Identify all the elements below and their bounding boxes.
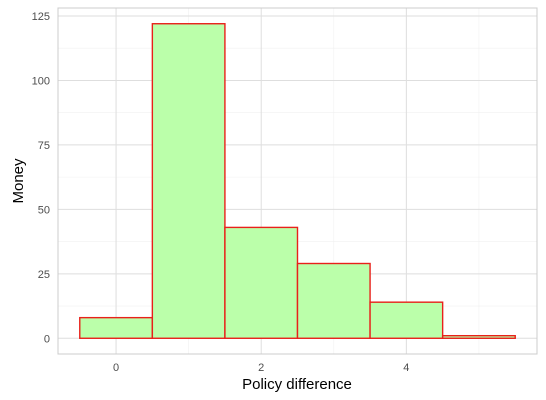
- y-tick-label: 50: [38, 204, 50, 216]
- histogram-bar: [441, 334, 516, 339]
- y-tick-label: 0: [44, 333, 50, 345]
- y-tick-label: 25: [38, 269, 50, 281]
- y-tick-label: 100: [32, 75, 50, 87]
- y-axis-title: Money: [10, 158, 27, 204]
- bars: [79, 23, 516, 339]
- panel-border: [57, 7, 538, 355]
- histogram-bar: [79, 316, 154, 339]
- y-tick-label: 75: [38, 140, 50, 152]
- histogram-bar: [151, 23, 226, 339]
- x-tick-label: 4: [403, 362, 409, 374]
- x-tick-label: 0: [113, 362, 119, 374]
- y-tick-label: 125: [32, 11, 50, 23]
- histogram-bar: [224, 226, 299, 339]
- histogram-bar: [296, 262, 371, 339]
- y-tick-labels: 0 25 50 75 100 125: [32, 11, 50, 345]
- x-tick-label: 2: [258, 362, 264, 374]
- grid-major: [58, 8, 537, 354]
- x-axis-title: Policy difference: [242, 376, 352, 393]
- histogram-bar: [369, 301, 444, 339]
- x-tick-labels: 0 2 4: [113, 362, 409, 374]
